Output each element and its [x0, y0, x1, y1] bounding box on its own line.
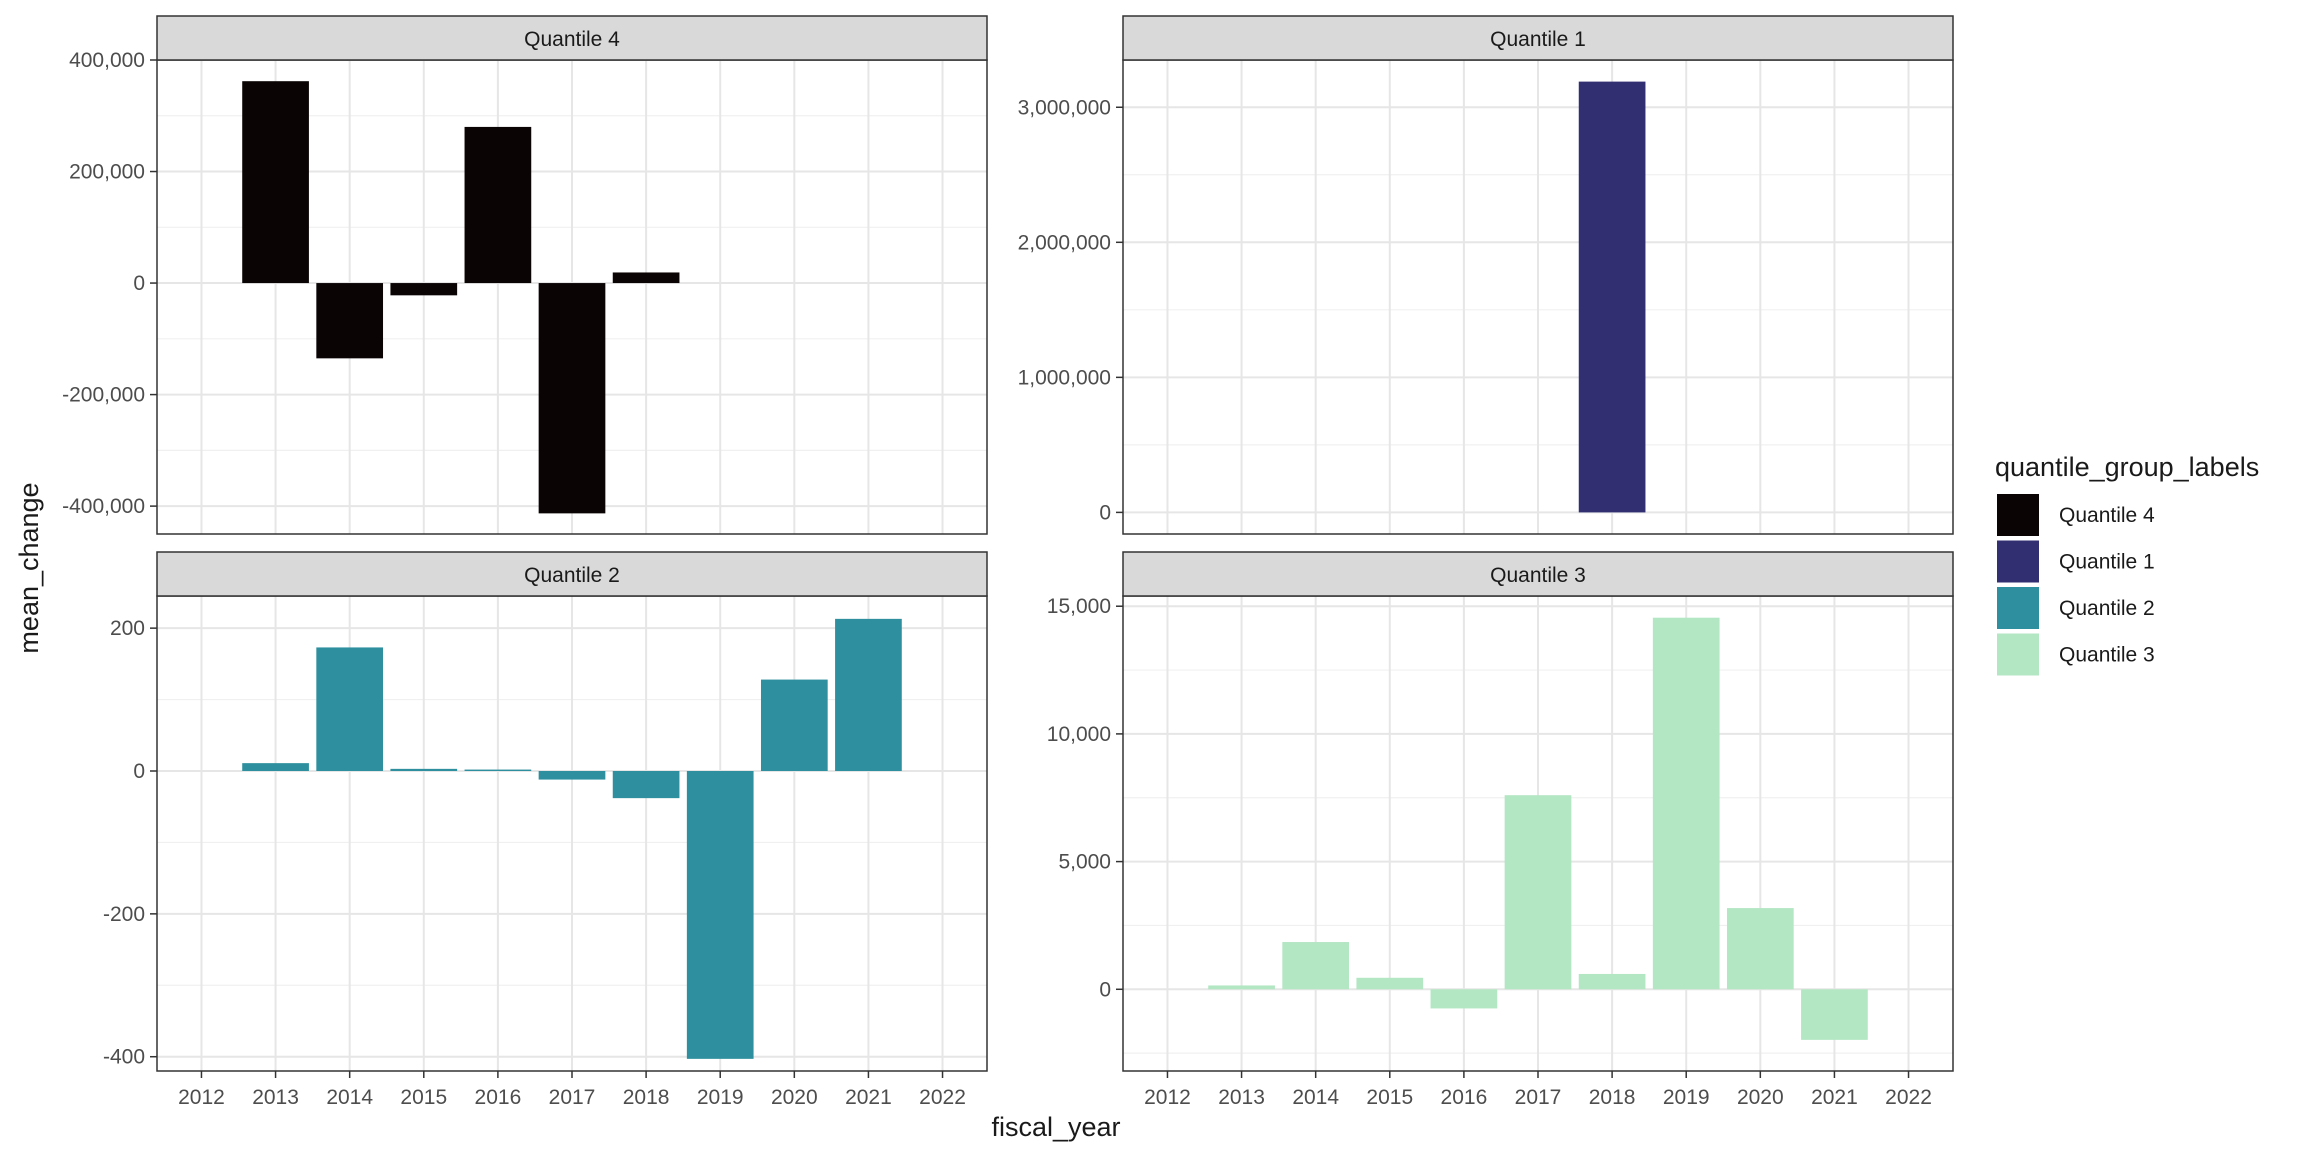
bar: [1801, 989, 1868, 1040]
x-tick-label: 2021: [1811, 1086, 1858, 1109]
y-tick-label: 10,000: [1047, 723, 1111, 746]
y-tick-label: 15,000: [1047, 595, 1111, 618]
x-tick-label: 2020: [771, 1086, 818, 1109]
bar: [538, 771, 606, 780]
bar: [1504, 795, 1572, 990]
bar: [390, 283, 458, 296]
x-tick-label: 2015: [1366, 1086, 1413, 1109]
y-tick-label: 0: [133, 760, 145, 783]
y-tick-label: 5,000: [1058, 851, 1111, 874]
bar: [538, 283, 606, 514]
legend: quantile_group_labels Quantile 4 Quantile …: [1995, 452, 2259, 676]
x-tick-label: 2017: [1515, 1086, 1562, 1109]
facet-panel: Quantile 2 -400 -200 0 200 2012 2013 2014 2015 20…: [103, 551, 988, 1109]
y-tick-label: 2,000,000: [1018, 231, 1111, 254]
legend-label: Quantile 1: [2059, 551, 2155, 574]
legend-label: Quantile 4: [2059, 504, 2155, 527]
x-tick-label: 2014: [1292, 1086, 1339, 1109]
x-tick-label: 2017: [549, 1086, 596, 1109]
y-tick-label: 400,000: [69, 49, 145, 72]
facet-panel: Quantile 4 -400,000 -200,000 0 200,000 400,00…: [62, 15, 988, 535]
y-tick-label: 0: [1099, 978, 1111, 1001]
x-tick-label: 2019: [1663, 1086, 1710, 1109]
y-tick-label: 1,000,000: [1018, 366, 1111, 389]
bar: [760, 679, 828, 771]
bar: [1726, 908, 1794, 990]
bar: [612, 771, 680, 799]
y-tick-label: 0: [1099, 501, 1111, 524]
x-tick-label: 2022: [1885, 1086, 1932, 1109]
x-tick-label: 2016: [475, 1086, 522, 1109]
x-tick-label: 2022: [919, 1086, 966, 1109]
x-tick-label: 2019: [697, 1086, 744, 1109]
x-tick-label: 2012: [1144, 1086, 1191, 1109]
bar: [242, 763, 309, 771]
bar: [1578, 81, 1646, 513]
legend-swatch: [1997, 633, 2039, 676]
x-tick-label: 2018: [623, 1086, 670, 1109]
facet-title: Quantile 4: [524, 28, 620, 51]
facet-strip: [156, 551, 988, 597]
bar: [1356, 977, 1424, 990]
facet-strip: [1122, 551, 1954, 597]
x-tick-label: 2018: [1589, 1086, 1636, 1109]
legend-swatch: [1997, 494, 2039, 536]
x-tick-label: 2012: [178, 1086, 225, 1109]
legend-swatch: [1997, 587, 2039, 629]
x-tick-label: 2015: [400, 1086, 447, 1109]
x-axis-title: fiscal_year: [991, 1112, 1120, 1142]
y-tick-label: 200,000: [69, 161, 145, 184]
facet-panel: Quantile 3 0 5,000 10,000 15,000 2012 2013 2014…: [1047, 551, 1954, 1109]
y-tick-label: -400,000: [62, 495, 145, 518]
legend-swatch: [1997, 540, 2039, 583]
facet-title: Quantile 2: [524, 564, 620, 587]
facet-panel: Quantile 1 0 1,000,000 2,000,000 3,000,000: [1018, 15, 1954, 535]
y-tick-label: 3,000,000: [1018, 96, 1111, 119]
x-tick-label: 2014: [326, 1086, 373, 1109]
bar: [464, 126, 532, 284]
bar: [1578, 973, 1646, 990]
facet-strip: [1122, 15, 1954, 61]
bar: [390, 768, 458, 771]
bar: [1282, 942, 1350, 990]
y-tick-label: 200: [110, 617, 145, 640]
y-axis-title: mean_change: [14, 482, 44, 653]
legend-label: Quantile 3: [2059, 644, 2155, 667]
x-tick-label: 2016: [1441, 1086, 1488, 1109]
bar: [835, 618, 902, 771]
y-tick-label: -200,000: [62, 384, 145, 407]
legend-title: quantile_group_labels: [1995, 452, 2259, 482]
bar: [316, 647, 384, 771]
y-tick-label: -200: [103, 903, 145, 926]
facet-title: Quantile 3: [1490, 564, 1586, 587]
bar: [242, 81, 309, 284]
x-tick-label: 2020: [1737, 1086, 1784, 1109]
bar: [316, 283, 384, 359]
bar: [612, 272, 680, 284]
bar: [1208, 985, 1275, 990]
bar: [686, 771, 754, 1059]
y-tick-label: 0: [133, 272, 145, 295]
x-tick-label: 2021: [845, 1086, 892, 1109]
bar: [1430, 989, 1498, 1009]
facet-strip: [156, 15, 988, 61]
y-tick-label: -400: [103, 1046, 145, 1069]
bar: [1652, 617, 1720, 990]
x-tick-label: 2013: [252, 1086, 299, 1109]
x-tick-label: 2013: [1218, 1086, 1265, 1109]
facet-title: Quantile 1: [1490, 28, 1586, 51]
bar: [464, 769, 532, 771]
legend-label: Quantile 2: [2059, 597, 2155, 620]
